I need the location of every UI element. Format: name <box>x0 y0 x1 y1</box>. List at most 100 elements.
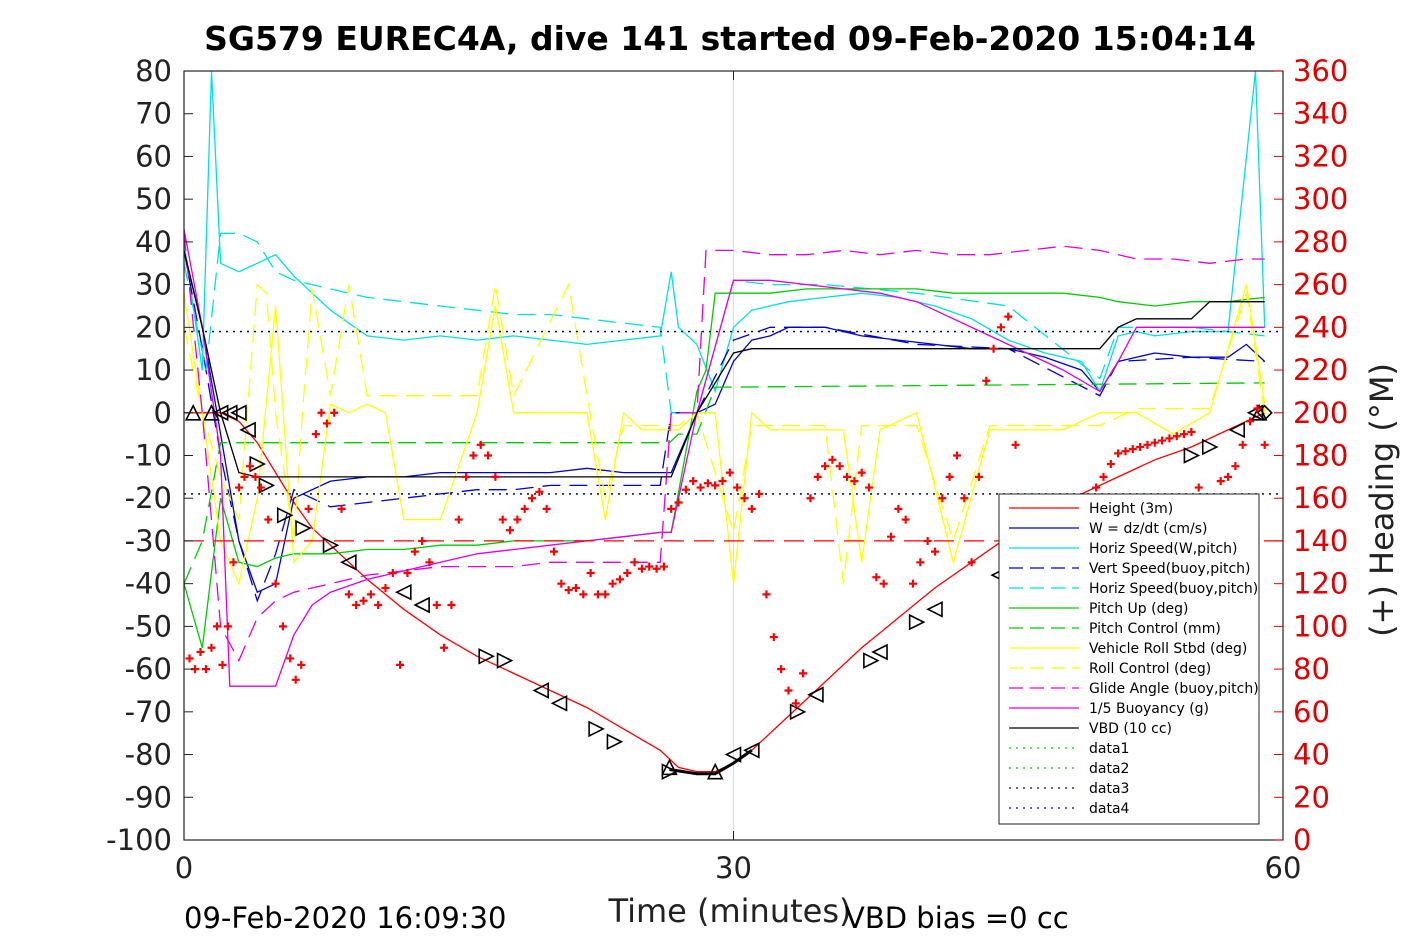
heading-point <box>1011 440 1020 449</box>
heading-point <box>879 579 888 588</box>
heading-point <box>952 451 961 460</box>
heading-point <box>418 536 427 545</box>
y-tick-label: -40 <box>125 567 172 601</box>
marker-left-triangle <box>532 682 549 699</box>
y-tick-label: -70 <box>125 695 172 729</box>
y-tick-label: 0 <box>154 396 172 430</box>
heading-point <box>396 660 405 669</box>
chart-title: SG579 EUREC4A, dive 141 started 09-Feb-2… <box>204 19 1256 58</box>
heading-point <box>271 579 280 588</box>
y-tick-label: 70 <box>135 97 172 131</box>
series-vert_buoy <box>183 250 1265 603</box>
heading-point <box>491 472 500 481</box>
y-tick-label: -10 <box>125 439 172 473</box>
heading-point <box>615 575 624 584</box>
heading-point <box>425 558 434 567</box>
marker-up-triangle <box>706 762 724 780</box>
heading-point <box>982 376 991 385</box>
heading-point <box>1106 460 1115 469</box>
series-layer <box>183 70 1283 776</box>
legend-entry: Pitch Up (deg) <box>1089 601 1188 617</box>
heading-point <box>696 483 705 492</box>
marker-right-triangle <box>478 648 496 665</box>
heading-point <box>725 468 734 477</box>
heading-point <box>623 568 632 577</box>
y-tick-label: -30 <box>125 524 172 558</box>
heading-point <box>601 590 610 599</box>
legend-entry: Height (3m) <box>1089 501 1173 517</box>
heading-point <box>223 622 232 631</box>
right-tick-label: 360 <box>1293 54 1348 88</box>
heading-point <box>865 483 874 492</box>
legend: Height (3m) W = dz/dt (cm/s) Horiz Speed(W… <box>998 493 1260 825</box>
legend-box <box>998 493 1260 825</box>
heading-point <box>593 590 602 599</box>
y-tick-label: -90 <box>125 780 172 814</box>
heading-point <box>1246 417 1255 426</box>
marker-up-triangle <box>1250 403 1268 421</box>
heading-point <box>1224 472 1233 481</box>
heading-point <box>989 344 998 353</box>
marker-up-triangle <box>661 758 678 776</box>
heading-point <box>564 586 573 595</box>
heading-point <box>322 419 331 428</box>
legend-entry: Horiz Speed(W,pitch) <box>1089 541 1237 557</box>
heading-point <box>1099 472 1108 481</box>
heading-point <box>681 485 690 494</box>
heading-point <box>872 573 881 582</box>
heading-point <box>1253 404 1262 413</box>
heading-point <box>652 564 661 573</box>
marker-left-triangle <box>413 596 430 614</box>
legend-entry: Glide Angle (buoy,pitch) <box>1089 681 1259 697</box>
marker-right-triangle <box>789 703 807 721</box>
heading-point <box>278 622 287 631</box>
heading-point <box>996 323 1005 332</box>
series-vbd <box>183 250 1265 478</box>
heading-point <box>1187 428 1196 437</box>
heading-point <box>264 515 273 524</box>
legend-entry: Horiz Speed(buoy,pitch) <box>1089 581 1258 597</box>
series-roll <box>183 284 1266 586</box>
heading-point <box>923 536 932 545</box>
heading-point <box>330 408 339 417</box>
heading-point <box>747 504 756 513</box>
heading-point <box>1143 440 1152 449</box>
marker-left-triangle <box>550 694 568 712</box>
heading-point <box>440 643 449 652</box>
heading-point <box>586 568 595 577</box>
right-tick-label: 80 <box>1293 652 1330 686</box>
right-tick-label: 140 <box>1293 524 1348 558</box>
series-pitch_ctrl <box>183 382 1265 584</box>
heading-point <box>381 583 390 592</box>
heading-point <box>1136 442 1145 451</box>
right-tick-label: 320 <box>1293 139 1348 173</box>
x-tick-label: 60 <box>1265 851 1302 885</box>
heading-point <box>256 483 265 492</box>
heading-point <box>1004 312 1013 321</box>
marker-right-triangle <box>1183 447 1201 464</box>
heading-point <box>1128 445 1137 454</box>
heading-point <box>791 699 800 708</box>
heading-point <box>528 494 537 503</box>
heading-point <box>1114 449 1123 458</box>
heading-point <box>777 665 786 674</box>
y-tick-label: 80 <box>135 54 172 88</box>
heading-point <box>542 504 551 513</box>
heading-point <box>286 654 295 663</box>
marker-left-triangle <box>1228 421 1246 439</box>
legend-entry: Vert Speed(buoy,pitch) <box>1089 561 1251 577</box>
heading-point <box>218 660 227 669</box>
legend-entry: data2 <box>1089 761 1129 777</box>
heading-point <box>733 483 742 492</box>
marker-up-triangle <box>203 403 220 421</box>
legend-entry: data4 <box>1089 801 1130 817</box>
footer-vbd-bias: VBD bias =0 cc <box>845 901 1069 935</box>
heading-point <box>703 479 712 488</box>
series-horiz_buoy <box>183 232 1265 414</box>
legend-entry: data1 <box>1089 741 1129 757</box>
heading-point <box>212 622 221 631</box>
marker-right-triangle <box>276 507 294 524</box>
heading-point <box>359 596 368 605</box>
legend-entry: data3 <box>1089 781 1129 797</box>
